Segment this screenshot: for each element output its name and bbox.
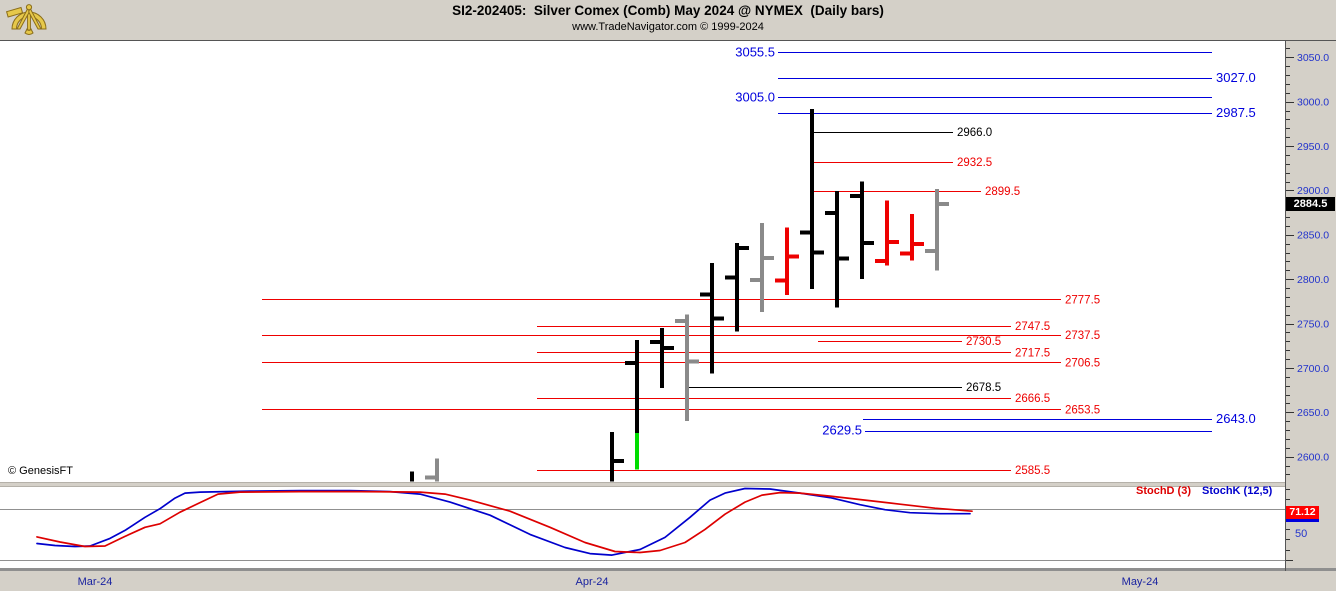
stochk-value-badge-edge [1286, 519, 1319, 522]
price-axis-label: 3000.0 [1297, 96, 1329, 108]
price-axis-label: 2650.0 [1297, 407, 1329, 419]
last-price-badge: 2884.5 [1286, 197, 1335, 212]
price-axis-label: 2600.0 [1297, 452, 1329, 464]
month-axis-label: May-24 [1122, 576, 1159, 588]
stochd-legend-label: StochD (3) [1136, 485, 1191, 497]
month-axis-label: Apr-24 [575, 576, 608, 588]
price-axis-label: 2900.0 [1297, 185, 1329, 197]
chart-subtitle: www.TradeNavigator.com © 1999-2024 [572, 21, 764, 33]
price-axis-label: 2800.0 [1297, 274, 1329, 286]
stoch-value-badge: 71.12 [1286, 506, 1319, 519]
stochastic-pane[interactable] [0, 486, 1285, 568]
price-axis-label: 2950.0 [1297, 141, 1329, 153]
price-axis-label: 2700.0 [1297, 363, 1329, 375]
bottom-separator [0, 568, 1336, 571]
price-axis-label: 2750.0 [1297, 318, 1329, 330]
genesisft-sextant-logo [4, 2, 54, 41]
chart-title: SI2-202405: Silver Comex (Comb) May 2024… [452, 3, 884, 18]
price-pane[interactable] [0, 41, 1285, 482]
genesisft-watermark: © GenesisFT [8, 465, 73, 477]
stoch-axis-50-label: 50 [1295, 528, 1308, 540]
stochk-legend-label: StochK (12,5) [1202, 485, 1273, 497]
price-axis-label: 3050.0 [1297, 52, 1329, 64]
month-axis-label: Mar-24 [78, 576, 113, 588]
price-axis-label: 2850.0 [1297, 230, 1329, 242]
